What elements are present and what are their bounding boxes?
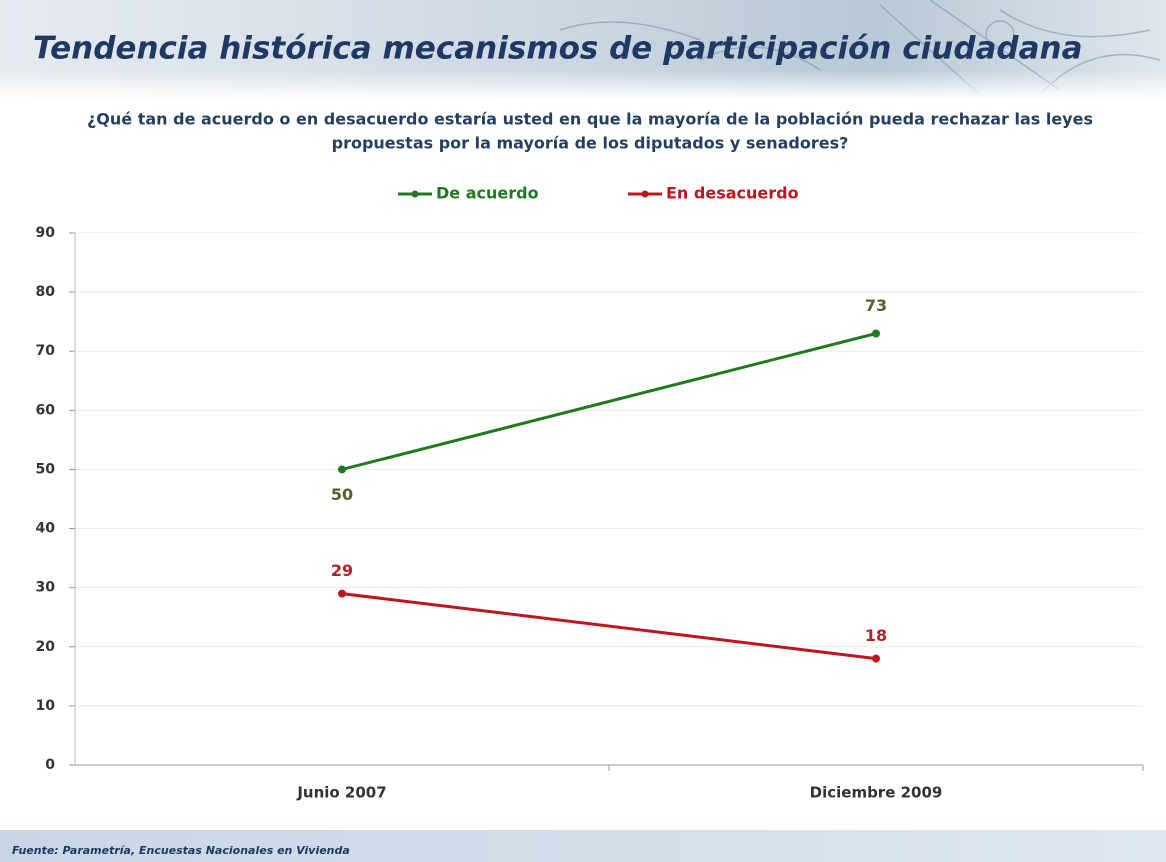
y-tick-label: 90	[36, 225, 56, 241]
x-tick-label: Junio 2007	[296, 784, 386, 802]
y-tick-label: 60	[36, 402, 56, 418]
data-label: 73	[865, 296, 887, 315]
series-line	[341, 592, 877, 661]
footer-band	[0, 830, 1166, 862]
data-point	[872, 329, 880, 338]
title: Tendencia histórica mecanismos de partic…	[33, 31, 1083, 67]
y-tick-label: 20	[36, 639, 56, 655]
y-tick-label: 40	[36, 521, 56, 537]
y-tick-label: 80	[36, 284, 56, 300]
data-point	[872, 654, 880, 663]
y-tick-label: 10	[36, 698, 56, 714]
data-label: 18	[865, 626, 887, 645]
source: Fuente: Parametría, Encuestas Nacionales…	[12, 844, 350, 857]
legend-swatch-dot	[641, 190, 649, 198]
header-fade	[0, 70, 1166, 100]
y-tick-label: 30	[36, 580, 56, 596]
y-tick-label: 50	[36, 461, 56, 477]
x-tick-label: Diciembre 2009	[810, 784, 943, 802]
plot: 0 10 20 30 40 50 60 70 80 90 Junio 2007 Diciembre 2…	[36, 184, 1144, 802]
subtitle: propuestas por la mayoría de los diputad…	[332, 134, 849, 153]
data-point	[338, 465, 346, 474]
data-label: 29	[331, 561, 353, 580]
legend-label: En desacuerdo	[666, 184, 799, 203]
legend-label: De acuerdo	[436, 184, 539, 203]
subtitle: ¿Qué tan de acuerdo o en desacuerdo esta…	[87, 110, 1093, 129]
data-label: 50	[331, 485, 353, 504]
legend-swatch-dot	[411, 190, 419, 198]
y-tick-label: 0	[45, 757, 55, 773]
series-line	[341, 332, 877, 471]
header-decoration	[559, 0, 1161, 96]
y-tick-label: 70	[36, 343, 56, 359]
data-point	[338, 589, 346, 598]
